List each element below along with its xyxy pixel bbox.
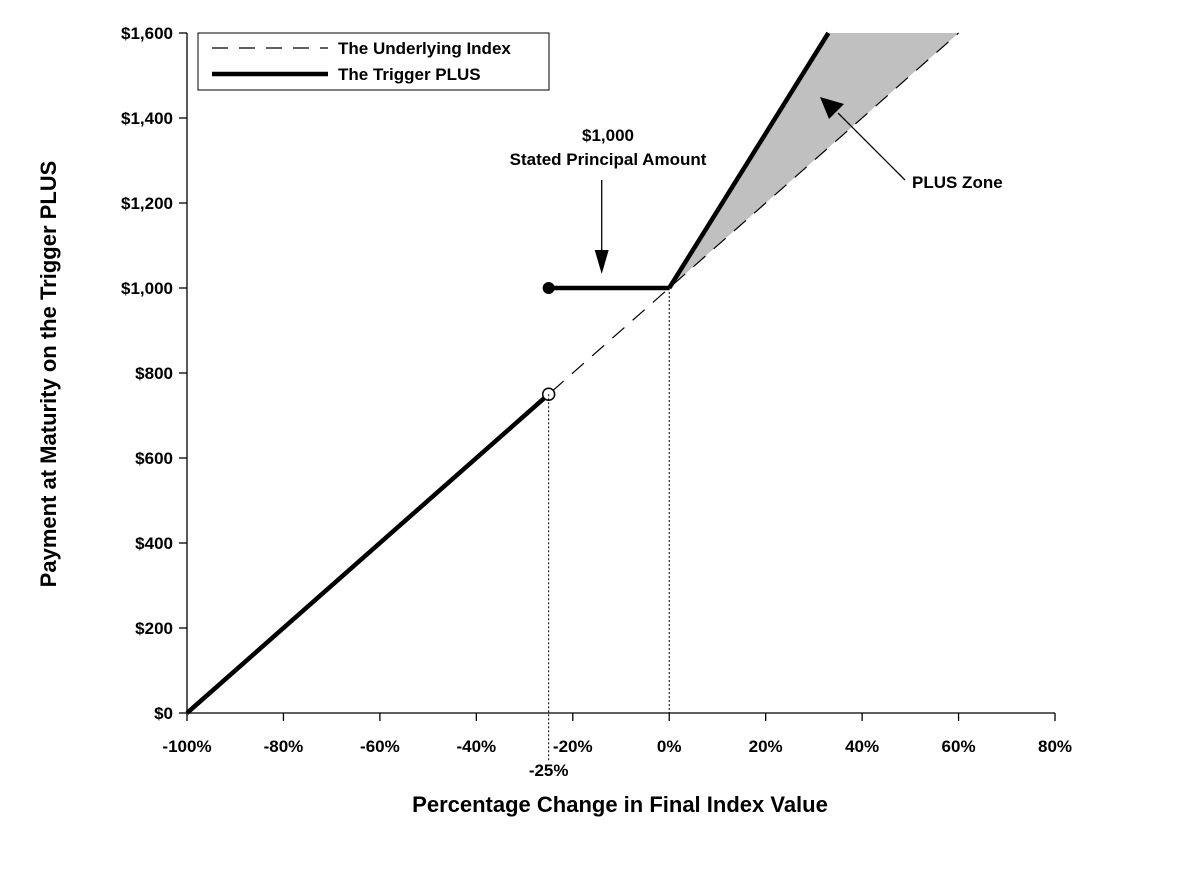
y-tick-label: $1,000: [121, 279, 173, 298]
plus-zone-layer: [669, 33, 959, 288]
legend-label-trigger-plus: The Trigger PLUS: [338, 65, 481, 84]
y-tick-label: $0: [154, 704, 173, 723]
y-tick-label: $600: [135, 449, 173, 468]
series-trigger-plus-segment-1: [185, 392, 551, 715]
axes: $0 $200 $400 $600 $800 $1,000 $1,200 $1,400 $1,6…: [121, 24, 1072, 756]
x-tick-label: 40%: [845, 737, 879, 756]
plus-zone-area: [669, 33, 959, 288]
x-tick-label: -20%: [553, 737, 593, 756]
y-tick-label: $1,400: [121, 109, 173, 128]
x-tick-label: -60%: [360, 737, 400, 756]
x-tick-label: 80%: [1038, 737, 1072, 756]
legend-label-underlying-index: The Underlying Index: [338, 39, 511, 58]
y-tick-label: $800: [135, 364, 173, 383]
principal-label-line1: $1,000: [582, 126, 634, 145]
principal-label-line2: Stated Principal Amount: [510, 150, 707, 169]
y-axis-title: Payment at Maturity on the Trigger PLUS: [36, 161, 61, 588]
trigger-label: -25%: [529, 761, 569, 780]
y-tick-label: $200: [135, 619, 173, 638]
series-trigger-plus-segment-3: [667, 31, 831, 290]
plus-zone-arrow-head: [820, 97, 844, 119]
x-tick-label: 60%: [942, 737, 976, 756]
plus-zone-label: PLUS Zone: [912, 173, 1003, 192]
y-tick-label: $1,200: [121, 194, 173, 213]
y-tick-label: $1,600: [121, 24, 173, 43]
annotations: -25% $1,000 Stated Principal Amount PLUS Zo…: [510, 97, 1003, 780]
x-tick-label: 0%: [657, 737, 682, 756]
filled-point-marker: [542, 282, 555, 294]
principal-arrow-head: [594, 250, 609, 274]
plus-zone-arrow-shaft: [837, 112, 906, 181]
x-tick-label: -100%: [162, 737, 211, 756]
x-tick-label: -80%: [264, 737, 304, 756]
x-axis-title: Percentage Change in Final Index Value: [412, 792, 828, 817]
y-tick-label: $400: [135, 534, 173, 553]
legend: The Underlying Index The Trigger PLUS: [197, 32, 550, 91]
legend-box: [197, 32, 550, 91]
x-tick-label: 20%: [749, 737, 783, 756]
x-tick-label: -40%: [456, 737, 496, 756]
series-layer: [185, 31, 959, 715]
